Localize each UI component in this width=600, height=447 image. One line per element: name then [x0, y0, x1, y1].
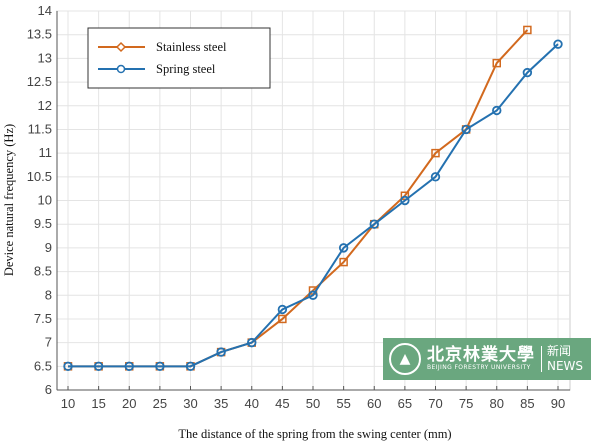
y-tick-label: 7.5	[34, 311, 52, 326]
y-tick-label: 10	[38, 193, 52, 208]
series-line-1	[68, 43, 559, 368]
data-point-square	[492, 58, 501, 68]
y-tick-label: 12.5	[27, 74, 52, 89]
data-point-circle	[185, 361, 196, 372]
x-tick-label: 85	[520, 396, 534, 411]
x-tick-label: 55	[336, 396, 350, 411]
watermark-news-en: NEWS	[547, 359, 584, 373]
legend-label: Spring steel	[156, 62, 216, 76]
data-point-circle	[93, 361, 104, 372]
data-point-circle	[308, 290, 318, 300]
data-point-circle	[124, 361, 134, 372]
x-tick-label: 30	[183, 396, 197, 411]
y-tick-label: 13.5	[27, 27, 52, 42]
data-point-square	[278, 314, 287, 324]
x-tick-label: 45	[275, 396, 289, 411]
x-tick-label: 65	[398, 396, 412, 411]
data-point-circle	[461, 124, 471, 135]
x-tick-label: 40	[245, 396, 259, 411]
x-tick-label: 20	[122, 396, 136, 411]
x-tick-label: 80	[490, 396, 504, 411]
y-tick-label: 8.5	[34, 264, 52, 279]
y-tick-label: 14	[38, 3, 52, 18]
data-point-circle	[247, 337, 257, 348]
data-point-circle	[216, 347, 226, 357]
legend-label: Stainless steel	[156, 40, 227, 54]
x-axis-label: The distance of the spring from the swin…	[178, 427, 451, 441]
data-point-square	[339, 257, 348, 267]
watermark-en: BEIJING FORESTRY UNIVERSITY	[427, 364, 531, 372]
data-point-square	[431, 148, 440, 158]
legend-marker-diamond	[115, 41, 127, 53]
y-tick-label: 6.5	[34, 358, 52, 373]
legend-marker-circle	[116, 64, 126, 74]
legend-box	[87, 27, 271, 89]
data-point-circle	[400, 195, 410, 206]
y-tick-label: 10.5	[27, 169, 52, 184]
x-tick-label: 60	[367, 396, 381, 411]
watermark-news-cn: 新闻	[547, 344, 572, 358]
data-point-circle	[63, 361, 73, 372]
x-tick-label: 50	[306, 396, 320, 411]
x-tick-label: 10	[61, 396, 75, 411]
x-tick-label: 35	[214, 396, 228, 411]
data-point-circle	[522, 67, 533, 78]
data-point-circle	[492, 105, 502, 116]
data-point-circle	[553, 39, 563, 49]
y-tick-label: 9.5	[34, 216, 52, 231]
y-tick-label: 9	[45, 240, 52, 255]
x-tick-label: 70	[428, 396, 442, 411]
y-tick-label: 11.5	[28, 121, 52, 136]
watermark-logo: ▲ 北京林業大學 BEIJING FORESTRY UNIVERSITY 新闻 …	[383, 338, 591, 380]
data-point-circle	[155, 361, 165, 372]
data-point-circle	[430, 172, 441, 182]
y-tick-label: 8	[45, 287, 52, 302]
x-tick-label: 90	[551, 396, 565, 411]
data-point-circle	[277, 304, 288, 315]
x-tick-label: 15	[91, 396, 105, 411]
x-tick-label: 25	[153, 396, 167, 411]
y-tick-label: 7	[45, 335, 52, 350]
y-tick-label: 12	[38, 98, 52, 113]
watermark-cn: 北京林業大學	[427, 344, 535, 365]
university-emblem-icon: ▲	[389, 343, 421, 375]
y-axis-label: Device natural frequency (Hz)	[2, 124, 16, 276]
data-point-square	[523, 25, 532, 35]
data-point-circle	[338, 243, 349, 253]
y-tick-label: 6	[45, 382, 52, 397]
y-tick-label: 11	[39, 145, 53, 160]
data-point-circle	[369, 219, 379, 229]
x-tick-label: 75	[459, 396, 473, 411]
y-tick-label: 13	[38, 50, 52, 65]
